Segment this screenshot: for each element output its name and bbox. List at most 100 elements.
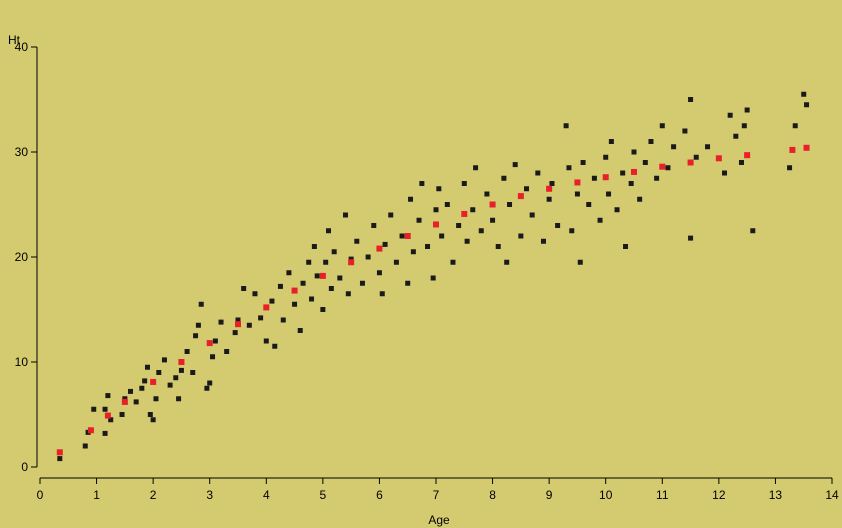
observed-point (190, 370, 196, 375)
observed-point (529, 212, 535, 218)
x-tick-label: 10 (599, 488, 613, 502)
x-tick-label: 11 (656, 488, 669, 502)
observed-point (207, 380, 213, 386)
x-tick-label: 13 (769, 488, 783, 502)
observed-point (787, 165, 793, 171)
observed-point (705, 144, 711, 150)
x-tick-label: 14 (825, 488, 839, 502)
observed-point (473, 165, 479, 171)
observed-point (478, 228, 484, 234)
x-tick-label: 7 (433, 488, 440, 502)
observed-point (535, 170, 541, 176)
observed-point (665, 165, 671, 171)
fitted-point (235, 321, 241, 328)
observed-point (246, 322, 252, 328)
observed-point (286, 270, 292, 276)
observed-point (608, 139, 614, 144)
x-tick-label: 0 (37, 488, 44, 502)
fitted-point (348, 259, 355, 266)
fitted-point (574, 179, 581, 186)
observed-point (470, 207, 476, 213)
observed-point (210, 354, 216, 360)
observed-point (198, 301, 204, 307)
observed-point (348, 256, 354, 262)
observed-point (122, 396, 128, 402)
observed-point (744, 107, 750, 113)
fitted-point (489, 201, 496, 208)
observed-point (150, 417, 156, 423)
fitted-point (291, 287, 298, 294)
observed-point (156, 370, 162, 375)
observed-point (102, 406, 108, 412)
observed-points-layer (57, 91, 810, 462)
observed-point (161, 357, 167, 363)
x-axis-ticks: 0 1 2 3 4 5 6 7 8 9 10 11 12 13 14 (37, 478, 839, 502)
fitted-point (319, 272, 326, 279)
observed-point (574, 191, 580, 197)
observed-point (623, 244, 629, 249)
observed-point (178, 367, 184, 373)
fitted-point (121, 398, 128, 405)
observed-point (580, 160, 586, 165)
observed-point (464, 238, 470, 244)
observed-point (173, 375, 179, 381)
x-tick-label: 6 (376, 488, 383, 502)
observed-point (359, 280, 365, 286)
x-tick-label: 3 (206, 488, 213, 502)
observed-point (193, 333, 199, 339)
observed-point (631, 149, 637, 155)
observed-point (147, 412, 153, 417)
observed-point (300, 280, 306, 286)
observed-point (606, 191, 612, 197)
observed-point (232, 330, 238, 336)
x-tick-label: 5 (320, 488, 327, 502)
observed-point (540, 238, 546, 244)
observed-point (342, 212, 348, 218)
observed-point (722, 170, 728, 176)
y-axis-ticks: 0 10 20 30 40 (15, 40, 37, 474)
observed-point (280, 317, 286, 323)
fitted-point (433, 221, 439, 228)
observed-point (430, 275, 436, 281)
observed-point (235, 317, 241, 323)
fitted-point (602, 174, 609, 181)
observed-point (252, 291, 258, 297)
y-tick-label: 10 (15, 355, 29, 369)
observed-point (456, 223, 462, 228)
observed-point (518, 233, 524, 239)
observed-point (195, 322, 201, 328)
observed-point (577, 259, 583, 265)
observed-point (393, 259, 399, 265)
x-tick-label: 1 (93, 488, 100, 502)
fitted-point (206, 340, 213, 347)
observed-point (376, 270, 382, 276)
observed-point (512, 162, 518, 168)
fitted-point (87, 427, 94, 434)
observed-point (614, 207, 620, 213)
observed-point (82, 443, 88, 449)
observed-point (507, 202, 513, 207)
observed-point (269, 298, 275, 304)
observed-point (439, 233, 445, 239)
observed-point (408, 196, 414, 202)
observed-point (450, 259, 456, 265)
observed-point (495, 244, 501, 249)
fitted-point (376, 245, 383, 252)
fitted-point (546, 185, 553, 192)
observed-point (311, 244, 317, 249)
observed-point (258, 315, 264, 321)
observed-point (654, 175, 660, 181)
observed-point (549, 181, 555, 186)
observed-point (750, 228, 756, 234)
observed-point (306, 259, 312, 265)
fitted-point (789, 146, 796, 153)
observed-point (176, 396, 182, 402)
observed-point (484, 191, 490, 197)
observed-point (167, 382, 173, 388)
observed-point (461, 181, 467, 186)
observed-point (326, 228, 332, 234)
observed-point (501, 175, 507, 181)
observed-point (425, 244, 431, 249)
observed-point (792, 123, 798, 129)
observed-point (142, 378, 148, 384)
